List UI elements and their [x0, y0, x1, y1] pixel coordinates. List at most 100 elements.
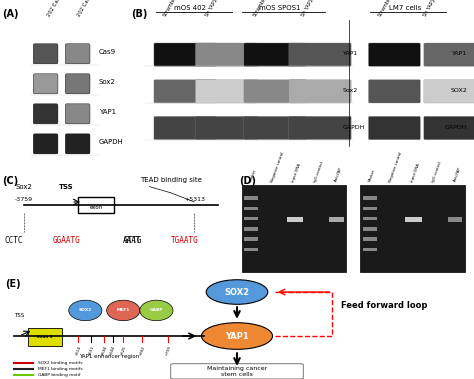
Bar: [78, 197, 114, 213]
Bar: [244, 196, 258, 200]
Text: GABP binding motif: GABP binding motif: [38, 373, 81, 377]
Text: GABP: GABP: [150, 309, 163, 312]
Text: SOX2 binding motifs: SOX2 binding motifs: [38, 361, 82, 365]
Text: TSS: TSS: [59, 184, 73, 190]
Text: YAP1: YAP1: [452, 51, 467, 56]
Text: 202 Cas9 +LG YAP1: 202 Cas9 +LG YAP1: [76, 0, 107, 17]
Text: Scramble: Scramble: [377, 0, 393, 17]
Text: Sox2: Sox2: [343, 88, 358, 93]
FancyBboxPatch shape: [154, 116, 216, 140]
Text: Input DNA: Input DNA: [292, 163, 302, 183]
FancyBboxPatch shape: [28, 328, 62, 346]
Bar: [244, 237, 258, 241]
Text: Anti-YAP: Anti-YAP: [453, 166, 462, 183]
Text: (D): (D): [239, 176, 256, 186]
Text: SOX2: SOX2: [224, 288, 250, 296]
Text: (A): (A): [2, 9, 19, 19]
FancyBboxPatch shape: [65, 74, 90, 94]
Text: mOS SPOS1: mOS SPOS1: [259, 5, 301, 11]
FancyBboxPatch shape: [368, 116, 420, 140]
Text: Marker: Marker: [367, 169, 376, 183]
Bar: [360, 185, 465, 271]
Text: +5313: +5313: [184, 197, 205, 202]
FancyBboxPatch shape: [154, 43, 216, 66]
Bar: [244, 227, 258, 230]
Text: Exon 1: Exon 1: [37, 335, 53, 339]
Text: TSS: TSS: [14, 313, 24, 318]
FancyBboxPatch shape: [289, 80, 351, 103]
Ellipse shape: [69, 300, 102, 321]
Ellipse shape: [206, 280, 268, 304]
Text: Sox2: Sox2: [99, 79, 116, 85]
Bar: [244, 207, 258, 210]
Text: GAPDH: GAPDH: [445, 125, 467, 130]
Bar: [363, 237, 377, 241]
Text: +604: +604: [109, 345, 117, 357]
Text: YAP1: YAP1: [343, 51, 358, 56]
Text: +594: +594: [100, 345, 108, 357]
Ellipse shape: [201, 323, 273, 349]
Text: Marker: Marker: [249, 169, 257, 183]
Text: (E): (E): [5, 279, 20, 289]
Bar: [287, 217, 303, 222]
Text: (C): (C): [2, 176, 18, 186]
Ellipse shape: [140, 300, 173, 321]
Text: +759: +759: [164, 345, 172, 357]
Text: CCTC: CCTC: [5, 236, 23, 245]
Text: AATA: AATA: [242, 236, 260, 245]
Bar: [363, 227, 377, 230]
FancyBboxPatch shape: [65, 134, 90, 154]
FancyBboxPatch shape: [195, 116, 258, 140]
FancyBboxPatch shape: [33, 104, 58, 124]
Text: -3759: -3759: [15, 197, 33, 202]
FancyBboxPatch shape: [244, 116, 306, 140]
Text: Sh YAP1: Sh YAP1: [301, 0, 315, 17]
Text: Sh YAP1: Sh YAP1: [422, 0, 436, 17]
Text: IgG control: IgG control: [313, 161, 324, 183]
Text: GAPDH: GAPDH: [343, 125, 365, 130]
Text: Negative control: Negative control: [389, 151, 403, 183]
Text: Maintaining cancer
stem cells: Maintaining cancer stem cells: [207, 366, 267, 377]
Text: MEF1 binding motifs: MEF1 binding motifs: [38, 367, 82, 371]
Text: (B): (B): [131, 9, 148, 19]
Bar: [242, 185, 346, 271]
Text: AAAT: AAAT: [123, 236, 142, 245]
Text: +625: +625: [119, 345, 127, 357]
FancyBboxPatch shape: [195, 80, 258, 103]
Text: exon: exon: [90, 205, 102, 210]
Text: Cas9: Cas9: [99, 49, 116, 55]
Text: YAP1 enhancer region: YAP1 enhancer region: [79, 354, 139, 359]
FancyBboxPatch shape: [33, 44, 58, 64]
Text: YAP1: YAP1: [225, 332, 249, 340]
FancyBboxPatch shape: [33, 74, 58, 94]
Text: TGAATG: TGAATG: [171, 236, 199, 245]
Bar: [405, 217, 422, 222]
Text: LM7 cells: LM7 cells: [389, 5, 421, 11]
Text: +551: +551: [87, 345, 95, 357]
FancyBboxPatch shape: [154, 80, 216, 103]
FancyBboxPatch shape: [289, 116, 351, 140]
FancyBboxPatch shape: [65, 104, 90, 124]
Text: SOX2: SOX2: [79, 309, 92, 312]
Bar: [244, 247, 258, 251]
FancyBboxPatch shape: [289, 43, 351, 66]
Bar: [448, 217, 462, 222]
FancyBboxPatch shape: [368, 43, 420, 66]
Text: GGAATG: GGAATG: [52, 236, 80, 245]
FancyBboxPatch shape: [244, 80, 306, 103]
FancyBboxPatch shape: [424, 43, 474, 66]
Text: GTTG: GTTG: [123, 236, 142, 245]
Text: Feed forward loop: Feed forward loop: [341, 301, 428, 310]
Text: TEAD binding site: TEAD binding site: [140, 177, 201, 183]
Text: Negative control: Negative control: [270, 151, 285, 183]
Text: SOX2: SOX2: [450, 88, 467, 93]
FancyBboxPatch shape: [368, 80, 420, 103]
Bar: [244, 217, 258, 220]
FancyBboxPatch shape: [171, 364, 303, 379]
FancyBboxPatch shape: [424, 116, 474, 140]
FancyBboxPatch shape: [33, 134, 58, 154]
Text: IgG control: IgG control: [431, 161, 443, 183]
Text: GAPDH: GAPDH: [99, 139, 123, 145]
Bar: [363, 207, 377, 210]
Text: Input DNA: Input DNA: [410, 163, 420, 183]
